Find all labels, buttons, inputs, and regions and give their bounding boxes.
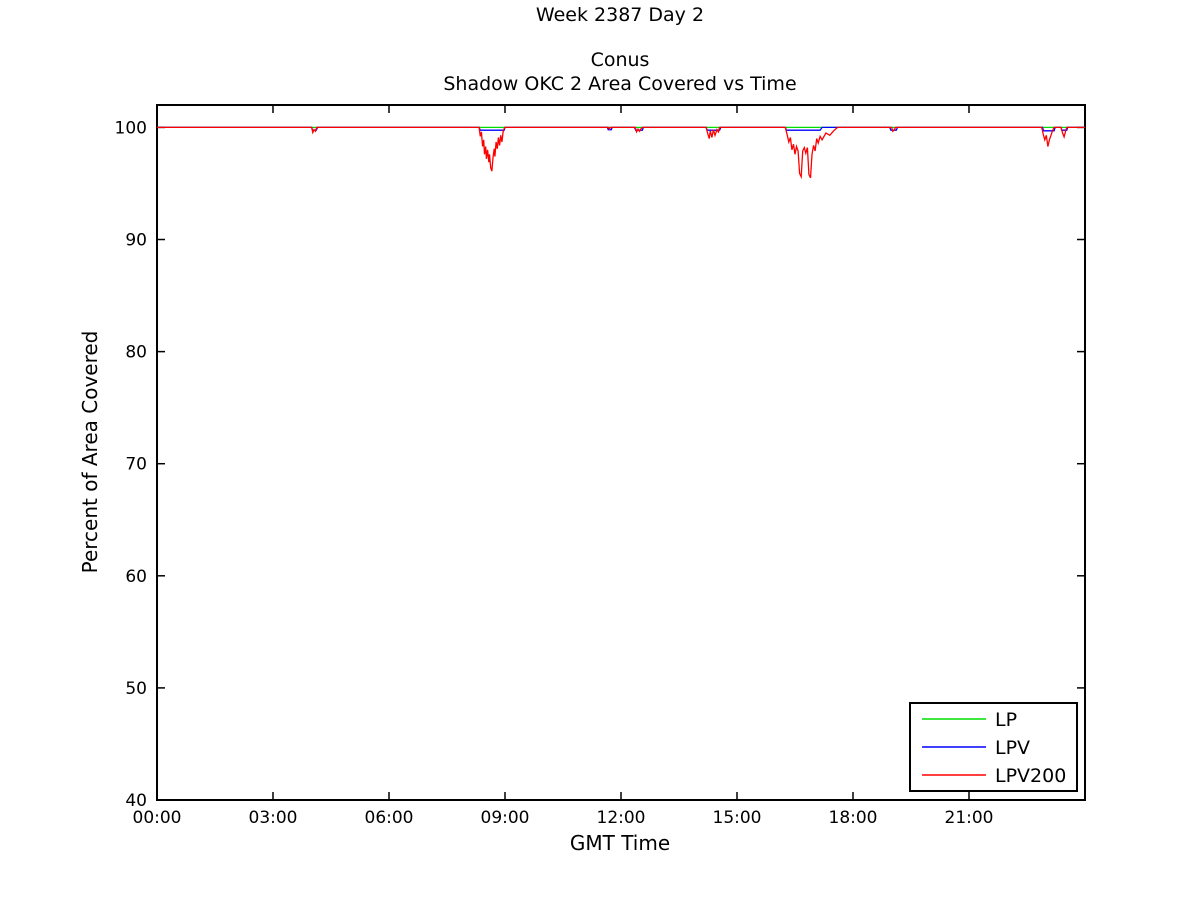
x-axis-label: GMT Time [570,831,670,855]
y-tick-label: 90 [125,231,147,251]
y-tick-label: 70 [125,455,147,475]
y-tick-labels: 40 50 60 70 80 90 100 [115,118,147,811]
chart-title-line1: Conus [591,49,650,71]
legend-label-lpv: LPV [995,737,1030,759]
x-tick-labels: 00:00 03:00 06:00 09:00 12:00 15:00 18:00 21:00 [133,808,994,828]
x-tick-label: 06:00 [365,808,414,828]
chart-title-line2: Shadow OKC 2 Area Covered vs Time [443,73,796,95]
legend-label-lpv200: LPV200 [995,765,1066,787]
x-tick-label: 09:00 [481,808,530,828]
legend: LP LPV LPV200 [909,702,1078,792]
x-tick-label: 00:00 [133,808,182,828]
y-tick-label: 40 [125,791,147,811]
series-line-lpv200 [157,126,1085,180]
plot-area [156,104,1086,801]
x-tick-label: 03:00 [249,808,298,828]
x-tick-label: 12:00 [597,808,646,828]
y-axis-label: Percent of Area Covered [78,331,102,574]
x-tick-label: 18:00 [829,808,878,828]
y-tick-label: 50 [125,679,147,699]
y-tick-label: 80 [125,343,147,363]
y-tick-label: 60 [125,567,147,587]
x-tick-label: 15:00 [713,808,762,828]
y-tick-label: 100 [115,118,147,138]
series-lines [157,126,1085,180]
legend-label-lp: LP [995,709,1017,731]
x-tick-label: 21:00 [945,808,994,828]
figure-suptitle: Week 2387 Day 2 [536,4,704,26]
